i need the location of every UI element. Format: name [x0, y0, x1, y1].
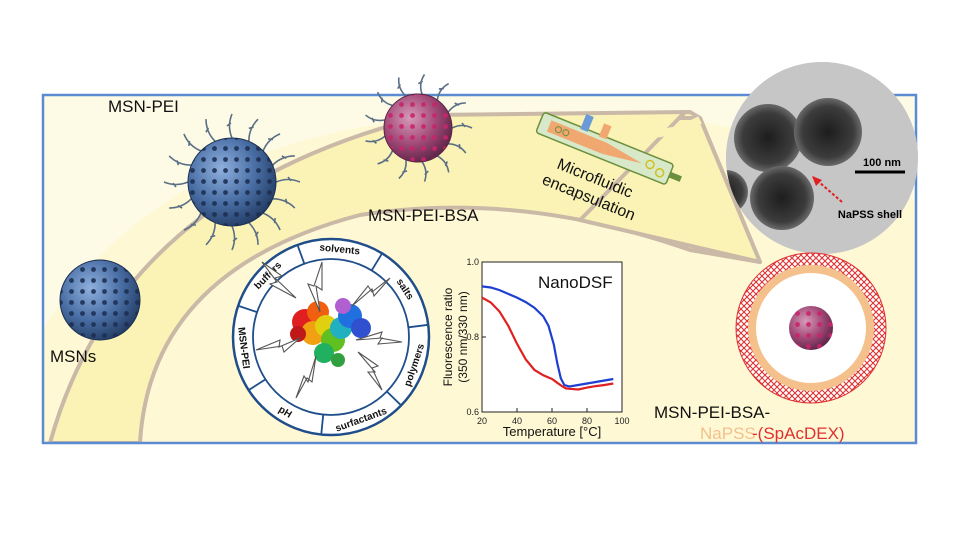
- msn-pei-particle: [163, 113, 301, 251]
- label-msn-pei-bsa: MSN-PEI-BSA: [368, 206, 479, 225]
- chart-ylabel-line1: Fluorescence ratio: [441, 287, 455, 386]
- nanodsf-chart: 20 40 60 80 100 0.6 0.8 1.0 NanoDSF Temperature…: [441, 257, 630, 439]
- y-tick-label: 0.8: [466, 332, 479, 342]
- tem-micrograph: 100 nm NaPSS shell: [726, 62, 918, 254]
- x-tick-label: 20: [477, 416, 487, 426]
- chart-xlabel: Temperature [°C]: [503, 424, 601, 439]
- msn-pei-bsa-particle: [365, 73, 473, 182]
- tem-scale-bar-label: 100 nm: [863, 157, 901, 169]
- label-final-spacdex: -(SpAcDEX): [752, 424, 845, 443]
- x-tick-label: 40: [512, 416, 522, 426]
- label-final-line1: MSN-PEI-BSA-: [654, 403, 770, 422]
- wheel-segment-label: MSN-PEI: [235, 327, 251, 370]
- label-msn-pei: MSN-PEI: [108, 97, 179, 116]
- protein-structure: [290, 298, 371, 367]
- chart-title: NanoDSF: [538, 273, 613, 292]
- x-tick-label: 80: [582, 416, 592, 426]
- x-tick-label: 60: [547, 416, 557, 426]
- label-final-napss: NaPSS: [700, 424, 756, 443]
- tem-shell-label: NaPSS shell: [838, 209, 902, 221]
- x-tick-label: 100: [614, 416, 629, 426]
- label-msns: MSNs: [50, 347, 96, 366]
- msn-particle: [59, 259, 141, 341]
- encapsulated-particle: [735, 252, 887, 404]
- process-arrow-head: [578, 110, 762, 264]
- chart-ylabel-line2: (350 nm/330 nm): [456, 291, 470, 382]
- stress-wheel: solventssaltspolymerssurfactantspHMSN-PE…: [231, 237, 431, 437]
- y-tick-label: 0.6: [466, 407, 479, 417]
- series-line-2: [481, 296, 614, 391]
- y-tick-label: 1.0: [466, 257, 479, 267]
- microfluidic-device: [535, 112, 682, 185]
- series-line-1: [481, 285, 614, 388]
- frame-border: [41, 93, 918, 445]
- wheel-segment-label: solvents: [319, 242, 361, 257]
